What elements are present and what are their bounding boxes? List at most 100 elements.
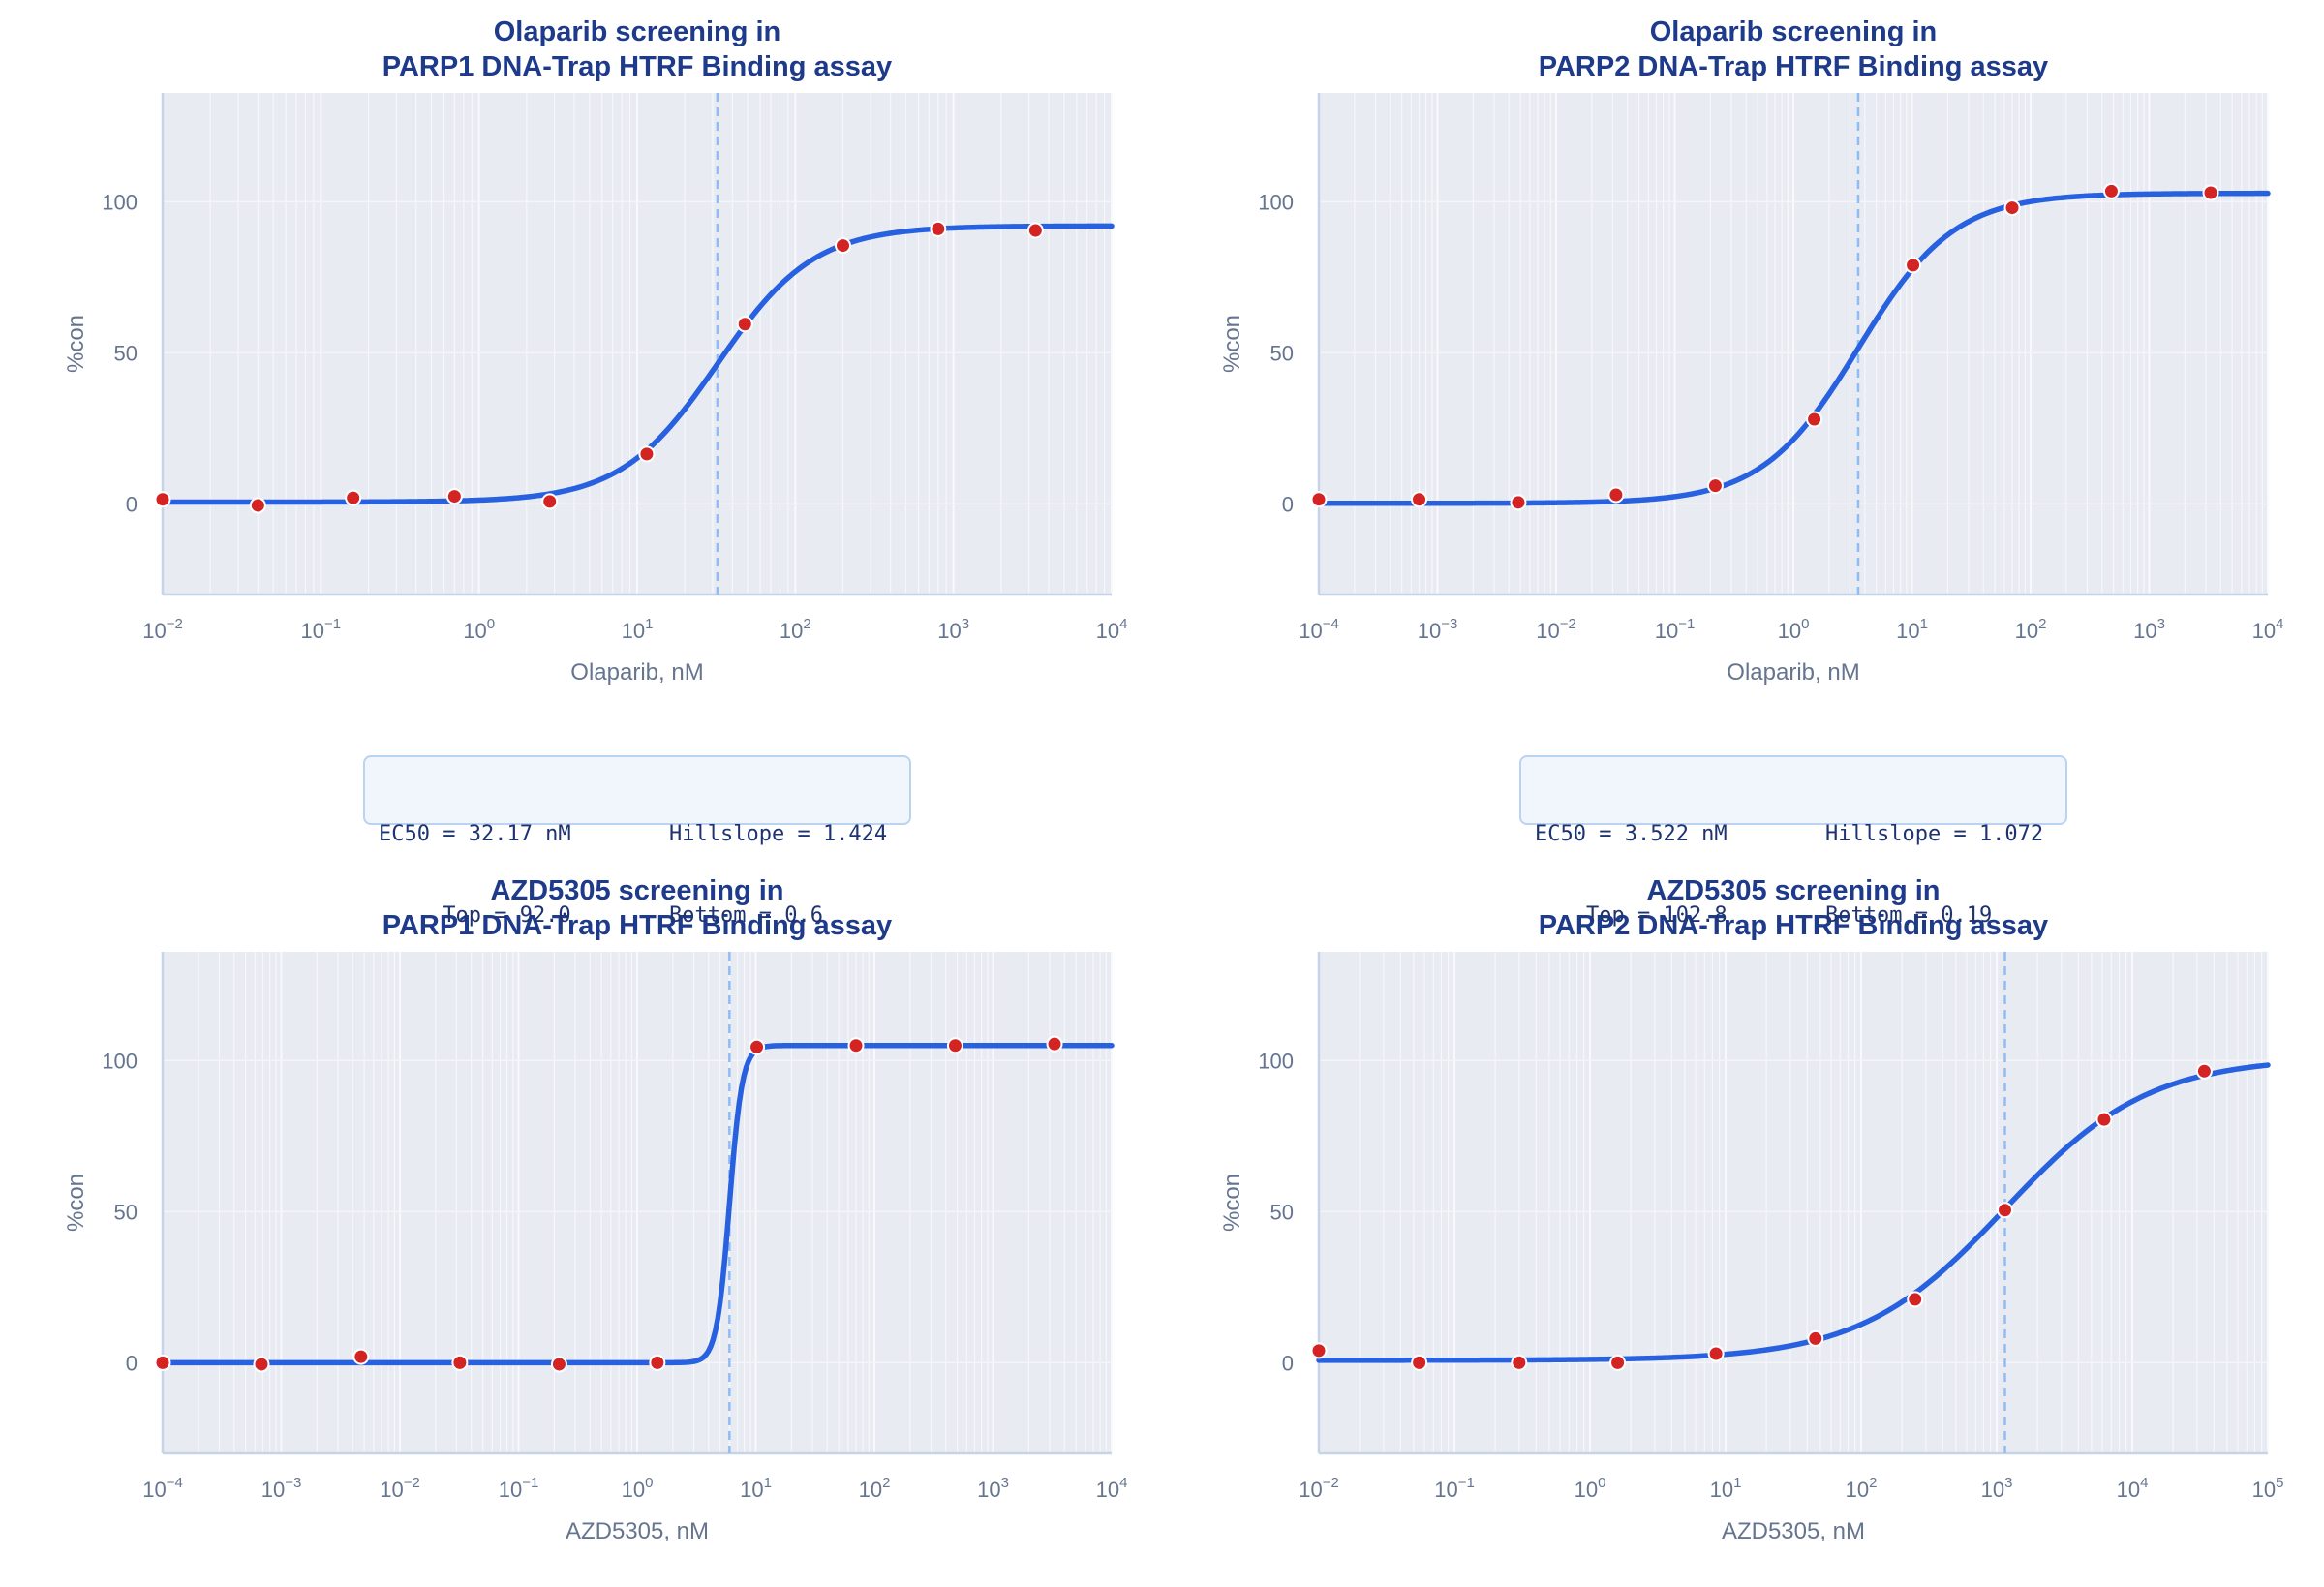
data-point	[1706, 477, 1724, 495]
x-tick-label: 104	[2117, 1475, 2149, 1502]
x-tick-label: 10−1	[1434, 1475, 1475, 1502]
x-tick-label: 101	[622, 616, 654, 643]
y-axis-label: %con	[63, 1174, 89, 1232]
x-tick-label: 100	[463, 616, 495, 643]
chart-title-line: AZD5305 screening in	[491, 875, 784, 906]
data-point	[345, 489, 362, 506]
data-point	[1411, 1354, 1428, 1371]
minor-gridlines	[209, 93, 1106, 595]
y-tick-label: 100	[1258, 1049, 1294, 1073]
x-tick-label: 102	[859, 1475, 891, 1502]
y-tick-label: 100	[102, 1049, 138, 1073]
data-point	[154, 491, 171, 508]
param-bottom: Bottom = 0.6	[669, 903, 823, 928]
x-tick-label: 101	[740, 1475, 772, 1502]
minor-gridlines	[198, 952, 1107, 1453]
x-axis-label: AZD5305, nM	[566, 1518, 709, 1544]
x-tick-label: 10−2	[1299, 1475, 1339, 1502]
y-axis-label: %con	[1219, 315, 1245, 373]
data-point	[1046, 1035, 1063, 1053]
x-tick-label: 10−1	[1655, 616, 1696, 643]
data-point	[736, 316, 753, 333]
y-tick-label: 0	[126, 492, 138, 516]
param-top: Top = 102.8	[1535, 903, 1728, 928]
data-point	[1807, 1329, 1824, 1347]
data-point	[253, 1356, 270, 1373]
x-tick-label: 10−3	[261, 1475, 302, 1502]
data-point	[154, 1354, 171, 1371]
param-hillslope: Hillslope = 1.072	[1825, 822, 2044, 846]
fit-parameters-box-parp2-olaparib: EC50 = 3.522 nM Hillslope = 1.072 Top = …	[1519, 755, 2067, 928]
data-point	[249, 497, 266, 514]
data-point	[749, 1038, 766, 1055]
minor-gridlines	[1359, 952, 2263, 1453]
fit-curve	[160, 223, 1115, 505]
data-point	[847, 1037, 865, 1054]
x-tick-label: 10−3	[1418, 616, 1458, 643]
data-point	[1510, 494, 1527, 511]
x-tick-label: 10−1	[499, 1475, 539, 1502]
x-tick-label: 10−4	[142, 1475, 183, 1502]
data-point	[835, 237, 852, 255]
chart-title-line: PARP1 DNA-Trap HTRF Binding assay	[382, 51, 892, 82]
x-tick-label: 10−1	[301, 616, 342, 643]
x-axis-label: Olaparib, nM	[570, 659, 703, 686]
chart-title-line: PARP2 DNA-Trap HTRF Binding assay	[1539, 910, 2048, 941]
x-tick-label: 10−2	[380, 1475, 420, 1502]
data-point	[2195, 1062, 2213, 1080]
param-ec50: EC50 = 3.522 nM	[1535, 822, 1728, 846]
x-tick-label: 100	[1778, 616, 1810, 643]
data-point	[2102, 182, 2120, 199]
y-tick-label: 50	[114, 341, 138, 365]
data-point	[1707, 1345, 1725, 1362]
data-point	[2202, 184, 2219, 201]
x-tick-label: 100	[622, 1475, 654, 1502]
y-tick-label: 50	[114, 1200, 138, 1224]
x-tick-label: 105	[2252, 1475, 2284, 1502]
param-ec50: EC50 = 32.17 nM	[379, 822, 571, 846]
x-tick-label: 102	[2015, 616, 2047, 643]
data-point	[649, 1354, 666, 1371]
y-tick-label: 50	[1270, 341, 1294, 365]
x-tick-label: 10−2	[1536, 616, 1576, 643]
y-tick-label: 100	[102, 190, 138, 214]
x-tick-label: 103	[2133, 616, 2165, 643]
x-tick-label: 104	[2252, 616, 2284, 643]
param-hillslope: Hillslope = 1.424	[669, 822, 888, 846]
data-point	[930, 220, 947, 237]
y-tick-label: 0	[1282, 492, 1294, 516]
data-point	[1907, 1291, 1924, 1308]
x-tick-label: 104	[1096, 1475, 1128, 1502]
y-tick-label: 0	[126, 1351, 138, 1375]
data-point	[1310, 1342, 1328, 1359]
param-bottom: Bottom = 0.19	[1825, 903, 1993, 928]
y-tick-label: 100	[1258, 190, 1294, 214]
data-point	[451, 1354, 469, 1371]
data-point	[1411, 491, 1428, 508]
y-axis-label: %con	[1219, 1174, 1245, 1232]
chart-title-line: AZD5305 screening in	[1647, 875, 1941, 906]
y-axis-label: %con	[63, 315, 89, 373]
data-point	[638, 445, 656, 463]
plot-area	[1319, 952, 2268, 1453]
param-top: Top = 92.0	[379, 903, 571, 928]
chart-panel-1: 0 50 100 10−2 10−1 100 101 102 103 104 Olaparib, n…	[63, 16, 1127, 686]
chart-panel-3: 0 50 100 10−4 10−3 10−2 10−1 100 101 102 103 104 AZD…	[63, 875, 1127, 1544]
y-tick-label: 50	[1270, 1200, 1294, 1224]
chart-title-line: Olaparib screening in	[494, 16, 781, 47]
data-point	[2003, 199, 2021, 217]
x-tick-label: 10−2	[142, 616, 183, 643]
data-point	[946, 1037, 963, 1054]
x-tick-label: 101	[1896, 616, 1928, 643]
data-point	[1511, 1354, 1528, 1371]
x-tick-label: 101	[1710, 1475, 1742, 1502]
x-axis-label: Olaparib, nM	[1727, 659, 1859, 686]
data-point	[2095, 1111, 2113, 1128]
data-point	[1905, 257, 1922, 274]
minor-gridlines	[1354, 93, 2263, 595]
data-point	[445, 488, 463, 505]
x-tick-label: 103	[1981, 1475, 2013, 1502]
data-point	[1026, 222, 1044, 239]
chart-panel-2: 0 50 100 10−4 10−3 10−2 10−1 100 101 102 103 104 Ola…	[1219, 16, 2283, 686]
